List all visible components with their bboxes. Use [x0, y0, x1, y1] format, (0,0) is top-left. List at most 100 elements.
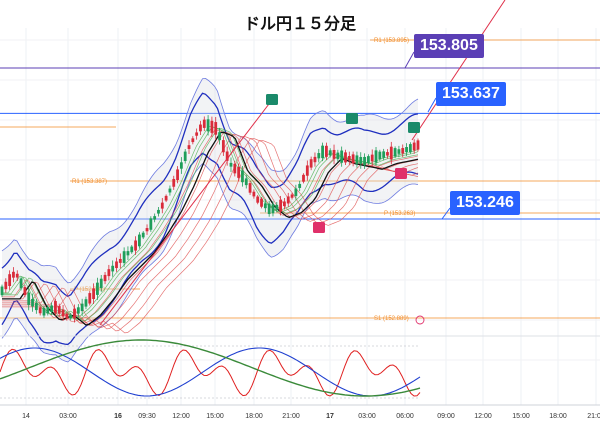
candle-body — [61, 309, 65, 317]
candle-body — [344, 152, 347, 163]
candle-body — [366, 156, 370, 163]
candle-body — [103, 274, 107, 282]
candle-body — [111, 265, 115, 272]
candle-body — [214, 122, 218, 135]
candle-body — [69, 314, 73, 319]
trend-lines — [99, 0, 506, 326]
x-tick-label: 21:00 — [587, 413, 600, 420]
candle-body — [57, 306, 61, 314]
candle-body — [405, 147, 408, 153]
candle-body — [130, 246, 134, 253]
x-tick-label: 17 — [326, 413, 334, 420]
sell-signal-marker — [313, 222, 325, 233]
candle-body — [408, 144, 412, 153]
candle-body — [42, 308, 46, 316]
candle-body — [275, 204, 279, 210]
candle-body — [309, 159, 313, 168]
callout-connector — [427, 97, 437, 113]
candle-body — [206, 119, 210, 132]
candle-body — [179, 162, 183, 169]
candle-body — [126, 251, 130, 256]
candle-body — [183, 151, 187, 161]
x-tick-label: 03:00 — [59, 413, 77, 420]
candle-body — [19, 278, 23, 289]
candle-body — [23, 287, 27, 295]
candle-body — [336, 152, 340, 160]
pivot-label: P (153.263) — [384, 211, 415, 217]
candle-body — [382, 151, 386, 158]
candle-body — [389, 146, 393, 160]
candle-body — [332, 149, 336, 159]
candle-body — [328, 150, 332, 156]
candle-body — [359, 157, 363, 164]
candle-body — [92, 288, 95, 300]
ma-red-line — [2, 133, 419, 328]
candle-body — [267, 203, 271, 215]
candle-body — [271, 204, 275, 214]
band-lower-outer — [1, 163, 419, 363]
candle-body — [202, 119, 206, 128]
callout-connector — [404, 51, 415, 69]
candle-body — [374, 150, 378, 163]
candle-body — [80, 303, 84, 312]
ma-red-line — [2, 139, 419, 334]
x-axis: 14 03:00 16 09:30 12:00 15:00 18:00 21:00 17 03:0… — [0, 404, 600, 420]
callout-top-price: 153.805 — [414, 34, 484, 58]
candle-body — [244, 178, 248, 186]
candle-body — [88, 293, 92, 304]
candle-body — [347, 156, 351, 161]
x-tick-label: 14 — [22, 413, 30, 420]
candle-body — [118, 258, 122, 263]
candle-body — [191, 138, 195, 143]
candle-body — [290, 194, 294, 198]
candle-body — [378, 151, 382, 160]
candle-body — [145, 228, 149, 232]
candle-body — [298, 183, 302, 188]
candle-body — [50, 305, 54, 312]
band-lower-inner — [1, 152, 419, 346]
candle-body — [65, 313, 69, 319]
candle-body — [210, 120, 214, 133]
candle-body — [46, 307, 50, 314]
oscillator-panel — [0, 335, 600, 399]
candle-body — [0, 286, 4, 296]
x-tick-label: 15:00 — [206, 413, 224, 420]
candle-body — [305, 165, 309, 176]
x-tick-label: 09:30 — [138, 413, 156, 420]
callout-mid-price: 153.637 — [436, 82, 506, 106]
osc-fast-line — [0, 348, 421, 397]
candle-body — [313, 156, 317, 163]
candle-body — [199, 124, 202, 132]
candle-body — [153, 216, 157, 220]
candles — [0, 115, 420, 323]
candle-body — [8, 274, 12, 286]
candle-body — [321, 145, 324, 159]
candle-body — [386, 152, 389, 156]
page-title: ドル円１５分足 — [243, 14, 356, 33]
candle-body — [248, 183, 252, 193]
x-tick-label: 03:00 — [358, 413, 376, 420]
candle-body — [229, 162, 233, 167]
candle-body — [283, 201, 286, 207]
band-upper-inner — [1, 92, 419, 298]
candle-body — [134, 240, 137, 251]
candle-body — [218, 132, 221, 141]
buy-signal-marker — [266, 94, 278, 105]
pivot-label: R1 (153.387) — [72, 179, 107, 185]
buy-signal-marker — [408, 122, 420, 133]
candle-body — [187, 145, 191, 149]
ma-red-line — [2, 135, 419, 330]
candle-body — [96, 282, 99, 295]
x-tick-label: 18:00 — [245, 413, 263, 420]
x-tick-label: 15:00 — [512, 413, 530, 420]
x-tick-label: 06:00 — [396, 413, 414, 420]
candle-body — [168, 188, 172, 193]
sell-signal-marker — [395, 168, 407, 179]
candle-body — [12, 271, 15, 278]
candle-body — [256, 196, 260, 203]
x-tick-label: 09:00 — [437, 413, 455, 420]
candle-body — [38, 307, 42, 314]
candle-body — [34, 302, 38, 311]
